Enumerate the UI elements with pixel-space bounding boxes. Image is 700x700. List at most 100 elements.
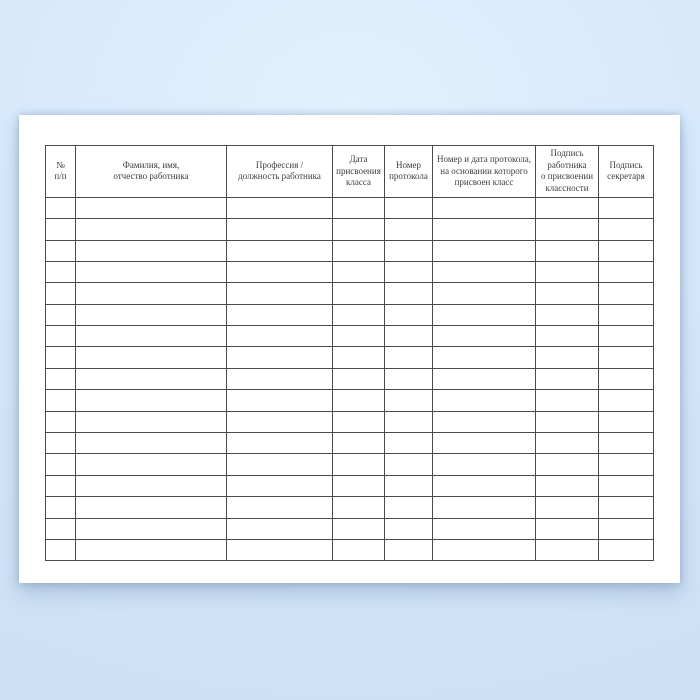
empty-cell-col-row-number (45, 517, 76, 541)
empty-cell-col-row-number (45, 538, 76, 562)
empty-cell-col-employee-signature (535, 496, 599, 519)
table-row (45, 218, 654, 241)
empty-cell-col-employee-name (75, 218, 227, 241)
empty-cell-col-secretary-signature (598, 346, 654, 369)
empty-cell-col-protocol-basis (432, 196, 536, 220)
empty-cell-col-protocol-number (384, 282, 433, 305)
column-header-employee-name: Фамилия, имя, отчество работника (75, 145, 227, 198)
empty-cell-col-secretary-signature (598, 432, 654, 455)
empty-cell-col-row-number (45, 496, 76, 519)
empty-cell-col-employee-signature (535, 538, 599, 562)
empty-cell-col-protocol-number (384, 453, 433, 476)
empty-cell-col-profession (226, 196, 333, 220)
empty-cell-col-employee-name (75, 196, 227, 220)
empty-cell-col-row-number (45, 303, 76, 327)
empty-cell-col-profession (226, 496, 333, 519)
empty-cell-col-protocol-basis (432, 538, 536, 562)
empty-cell-col-profession (226, 260, 333, 284)
column-header-secretary-signature: Подпись секретаря (598, 145, 654, 198)
empty-cell-col-class-date (332, 410, 385, 434)
empty-cell-col-protocol-basis (432, 389, 536, 412)
empty-cell-col-row-number (45, 474, 76, 498)
empty-cell-col-class-date (332, 474, 385, 498)
empty-cell-col-row-number (45, 239, 76, 262)
empty-cell-col-employee-signature (535, 517, 599, 541)
table-row (45, 282, 654, 305)
table-row (45, 538, 654, 562)
empty-cell-col-employee-name (75, 239, 227, 262)
empty-cell-col-row-number (45, 346, 76, 369)
empty-cell-col-protocol-number (384, 410, 433, 434)
table-row (45, 196, 654, 220)
empty-cell-col-profession (226, 218, 333, 241)
empty-cell-col-employee-name (75, 367, 227, 391)
empty-cell-col-employee-signature (535, 346, 599, 369)
empty-cell-col-employee-signature (535, 410, 599, 434)
empty-cell-col-class-date (332, 496, 385, 519)
empty-cell-col-protocol-basis (432, 453, 536, 476)
empty-cell-col-protocol-number (384, 538, 433, 562)
table-row (45, 517, 654, 541)
empty-cell-col-protocol-basis (432, 496, 536, 519)
empty-cell-col-protocol-basis (432, 517, 536, 541)
column-header-profession: Профессия / должность работника (226, 145, 333, 198)
column-header-row-number: № п/п (45, 145, 76, 198)
empty-cell-col-row-number (45, 282, 76, 305)
table-row (45, 474, 654, 498)
empty-cell-col-protocol-number (384, 474, 433, 498)
class-register-table: № п/п Фамилия, имя, отчество работника П… (45, 145, 654, 562)
empty-cell-col-employee-signature (535, 303, 599, 327)
empty-cell-col-profession (226, 474, 333, 498)
empty-cell-col-employee-signature (535, 432, 599, 455)
empty-cell-col-protocol-number (384, 496, 433, 519)
empty-cell-col-class-date (332, 218, 385, 241)
table-row (45, 432, 654, 455)
empty-cell-col-employee-signature (535, 239, 599, 262)
empty-cell-col-protocol-number (384, 389, 433, 412)
empty-cell-col-protocol-number (384, 517, 433, 541)
empty-cell-col-employee-name (75, 346, 227, 369)
empty-cell-col-employee-name (75, 432, 227, 455)
empty-cell-col-protocol-basis (432, 325, 536, 348)
empty-cell-col-profession (226, 303, 333, 327)
table-row (45, 453, 654, 476)
empty-cell-col-secretary-signature (598, 218, 654, 241)
empty-cell-col-row-number (45, 325, 76, 348)
empty-cell-col-profession (226, 538, 333, 562)
empty-cell-col-protocol-basis (432, 346, 536, 369)
empty-cell-col-employee-name (75, 282, 227, 305)
empty-cell-col-profession (226, 325, 333, 348)
empty-cell-col-employee-signature (535, 474, 599, 498)
empty-cell-col-employee-name (75, 303, 227, 327)
empty-cell-col-class-date (332, 453, 385, 476)
empty-cell-col-class-date (332, 367, 385, 391)
empty-cell-col-class-date (332, 432, 385, 455)
empty-cell-col-secretary-signature (598, 282, 654, 305)
table-row (45, 410, 654, 434)
empty-cell-col-protocol-number (384, 218, 433, 241)
empty-cell-col-protocol-basis (432, 239, 536, 262)
empty-cell-col-class-date (332, 346, 385, 369)
table-row (45, 325, 654, 348)
empty-cell-col-protocol-number (384, 325, 433, 348)
document-sheet: № п/п Фамилия, имя, отчество работника П… (19, 115, 680, 583)
table-row (45, 389, 654, 412)
empty-cell-col-row-number (45, 218, 76, 241)
empty-cell-col-class-date (332, 260, 385, 284)
empty-cell-col-employee-name (75, 260, 227, 284)
empty-cell-col-class-date (332, 303, 385, 327)
empty-cell-col-protocol-basis (432, 282, 536, 305)
empty-cell-col-secretary-signature (598, 453, 654, 476)
empty-cell-col-employee-signature (535, 260, 599, 284)
empty-cell-col-row-number (45, 367, 76, 391)
empty-cell-col-secretary-signature (598, 196, 654, 220)
column-header-protocol-basis: Номер и дата протокола, на основании кот… (432, 145, 536, 198)
empty-cell-col-row-number (45, 432, 76, 455)
empty-cell-col-protocol-number (384, 432, 433, 455)
empty-cell-col-employee-name (75, 325, 227, 348)
empty-cell-col-row-number (45, 260, 76, 284)
empty-cell-col-protocol-basis (432, 432, 536, 455)
empty-cell-col-employee-signature (535, 453, 599, 476)
empty-cell-col-class-date (332, 196, 385, 220)
empty-cell-col-profession (226, 346, 333, 369)
